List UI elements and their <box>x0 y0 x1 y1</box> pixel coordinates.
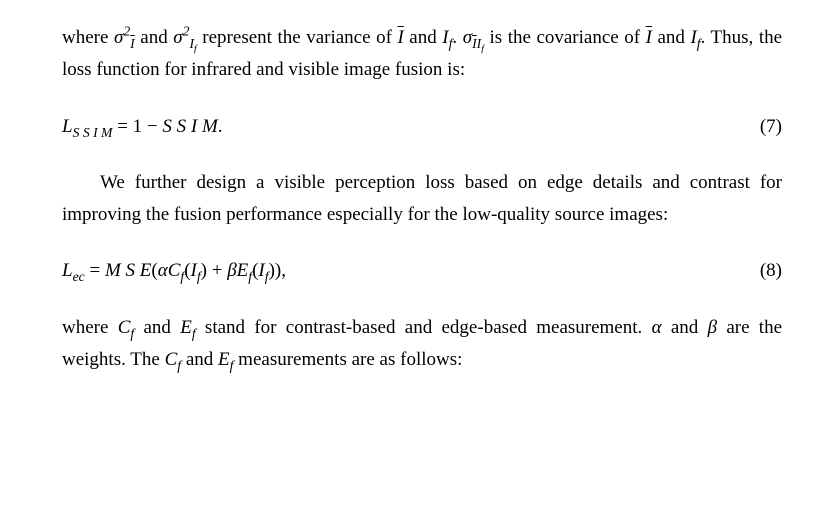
Cf: Cf <box>118 317 135 338</box>
paragraph-1: where σ2I and σ2If represent the varianc… <box>62 22 782 87</box>
text: stand for contrast-based and edge-based … <box>196 317 652 338</box>
text: and <box>662 317 708 338</box>
Ef: Ef <box>218 349 233 370</box>
Ef: Ef <box>180 317 195 338</box>
E: E <box>218 349 230 370</box>
beta: β <box>708 317 717 338</box>
text: measurements are as follows: <box>233 349 462 370</box>
beta: β <box>227 260 236 281</box>
E: E <box>237 260 249 281</box>
text: . <box>452 27 462 48</box>
equation-7: LS S I M = 1 − S S I M. (7) <box>62 111 782 143</box>
sub-ec: ec <box>73 269 85 284</box>
equals: = <box>85 260 105 281</box>
sigma: σ <box>114 27 123 48</box>
C: C <box>118 317 131 338</box>
text: represent the variance of <box>197 27 398 48</box>
L: L <box>62 116 73 137</box>
C: C <box>165 349 178 370</box>
text: is the covariance of <box>484 27 646 48</box>
text: We further design a visible perception l… <box>62 172 782 225</box>
paragraph-3: where Cf and Ef stand for contrast-based… <box>62 312 782 377</box>
If: If <box>690 27 700 48</box>
alpha: α <box>652 317 662 338</box>
SSIM: S S I M <box>162 116 217 137</box>
alpha: α <box>158 260 168 281</box>
C: C <box>168 260 181 281</box>
sub-SSIM: S S I M <box>73 124 113 139</box>
text: and <box>652 27 691 48</box>
sigma2-If: σ2If <box>173 27 197 48</box>
text: and <box>181 349 218 370</box>
text: and <box>135 27 174 48</box>
paren: )), <box>269 260 286 281</box>
text: where <box>62 317 118 338</box>
period: . <box>218 116 223 137</box>
sigma2-Ibar: σ2I <box>114 27 135 48</box>
E: E <box>180 317 192 338</box>
plus: + <box>207 260 227 281</box>
sigma: σ <box>463 27 472 48</box>
MSE: M S E <box>105 260 151 281</box>
equation-body: Lec = M S E(αCf(If) + βEf(If)), <box>62 255 286 287</box>
text: and <box>404 27 443 48</box>
equals: = 1 − <box>112 116 162 137</box>
sigma: σ <box>173 27 182 48</box>
equation-8: Lec = M S E(αCf(If) + βEf(If)), (8) <box>62 255 782 287</box>
If: If <box>442 27 452 48</box>
sigma-IbarIf: σIIf <box>463 27 484 48</box>
Cf: Cf <box>165 349 182 370</box>
equation-number: (8) <box>760 255 782 287</box>
text: where <box>62 27 114 48</box>
L: L <box>62 260 73 281</box>
equation-number: (7) <box>760 111 782 143</box>
text: and <box>134 317 180 338</box>
equation-body: LS S I M = 1 − S S I M. <box>62 111 223 143</box>
paragraph-2: We further design a visible perception l… <box>62 167 782 232</box>
